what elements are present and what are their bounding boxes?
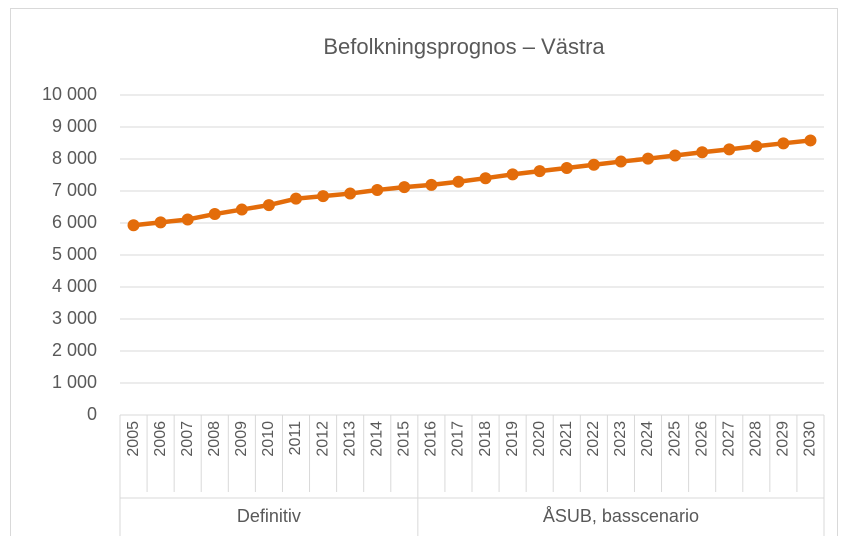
x-tick-label: 2012 [314,421,331,457]
marker [208,208,221,221]
x-tick-label: 2009 [233,421,250,457]
marker [154,216,167,229]
marker [777,137,790,150]
x-tick-label: 2019 [504,421,521,457]
marker [398,181,411,194]
marker [750,140,763,153]
x-tick-label: 2030 [802,421,819,457]
marker [344,187,357,200]
x-tick-label: 2008 [206,421,223,457]
marker [587,158,600,171]
x-tick-label: 2024 [639,421,656,457]
x-tick-label: 2010 [260,421,277,457]
marker [804,134,817,147]
y-tick-label: 3 000 [52,308,97,328]
marker [506,168,519,181]
marker [127,219,140,232]
x-tick-label: 2005 [125,421,142,457]
marker [669,149,682,162]
marker [723,143,736,156]
marker [290,192,302,205]
marker [425,178,438,191]
marker [696,146,709,159]
group-label: Definitiv [237,506,301,526]
x-tick-label: 2025 [666,421,683,457]
marker [642,152,654,165]
x-tick-label: 2015 [396,421,413,457]
y-tick-label: 8 000 [52,148,97,168]
x-tick-label: 2026 [693,421,710,457]
marker [533,165,546,178]
x-tick-label: 2006 [152,421,169,457]
x-tick-label: 2016 [423,421,440,457]
x-tick-label: 2023 [612,421,629,457]
marker [614,155,627,168]
x-tick-label: 2014 [368,421,385,457]
y-tick-label: 10 000 [42,84,97,104]
x-tick-label: 2017 [450,421,467,457]
marker [262,199,275,212]
x-tick-label: 2007 [179,421,196,457]
x-tick-label: 2013 [341,421,358,457]
chart-border [10,8,838,536]
y-tick-label: 0 [87,404,97,424]
x-tick-label: 2029 [775,421,792,457]
chart-title: Befolkningsprognos – Västra [323,34,605,59]
marker [317,190,330,203]
y-tick-label: 7 000 [52,180,97,200]
y-tick-label: 6 000 [52,212,97,232]
marker [479,172,492,185]
x-tick-label: 2018 [477,421,494,457]
marker [452,175,465,188]
marker [371,184,384,197]
marker [181,213,194,226]
x-tick-label: 2028 [748,421,765,457]
group-label: ÅSUB, basscenario [543,506,699,526]
x-tick-label: 2021 [558,421,575,457]
marker [560,161,573,174]
y-tick-label: 5 000 [52,244,97,264]
x-tick-label: 2027 [720,421,737,457]
x-tick-label: 2020 [531,421,548,457]
y-tick-label: 4 000 [52,276,97,296]
y-tick-label: 9 000 [52,116,97,136]
marker [235,203,248,216]
x-tick-label: 2011 [287,421,304,456]
y-tick-label: 1 000 [52,372,97,392]
y-tick-label: 2 000 [52,340,97,360]
x-tick-label: 2022 [585,421,602,457]
